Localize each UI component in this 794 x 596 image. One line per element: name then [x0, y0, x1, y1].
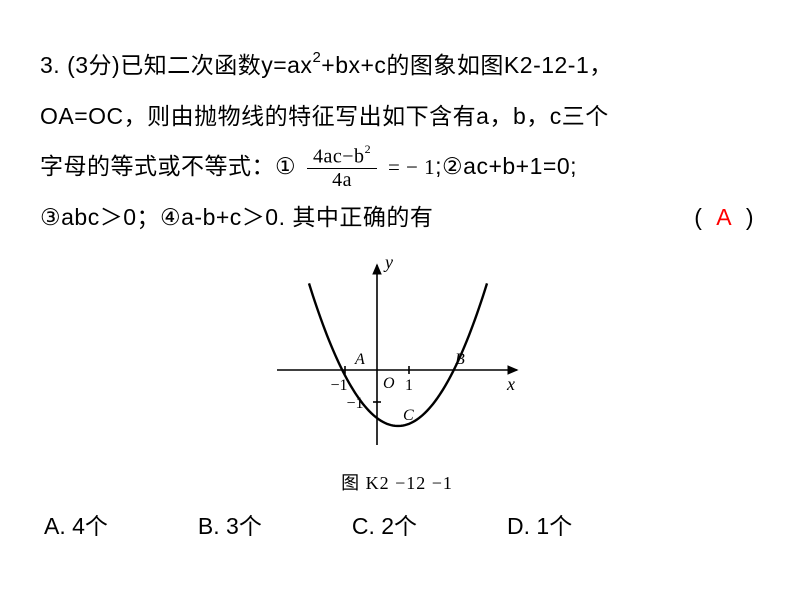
item-3-label: ③ — [40, 192, 61, 243]
q-sup-1: 2 — [312, 49, 321, 66]
question-line-2: OA=OC，则由抛物线的特征写出如下含有a，b，c三个 — [40, 91, 754, 142]
fraction-rhs: = − 1 — [388, 155, 435, 179]
svg-text:A: A — [354, 351, 365, 368]
question-line-3: 字母的等式或不等式：① 4ac−b2 4a = − 1;②ac+b+1=0; — [40, 141, 754, 192]
item-2-text: ac+b+1=0; — [463, 153, 577, 179]
item-2-label: ② — [442, 141, 463, 192]
answer-options: A. 4个 B. 3个 C. 2个 D. 1个 — [40, 507, 754, 541]
q-points: (3分) — [67, 52, 120, 78]
question-line-1: 3. (3分)已知二次函数y=ax2+bx+c的图象如图K2-12-1， — [40, 40, 754, 91]
svg-text:O: O — [383, 375, 395, 392]
svg-text:−1: −1 — [330, 377, 347, 394]
option-b: B. 3个 — [198, 507, 262, 541]
answer-letter: A — [716, 204, 732, 230]
item-3-text: abc＞0； — [61, 204, 160, 230]
paren-open: ( — [694, 204, 702, 230]
q-line3-prefix: 字母的等式或不等式： — [40, 153, 275, 179]
fraction-num-sup: 2 — [365, 142, 372, 156]
fraction-den: 4a — [307, 169, 377, 191]
question-line-4: ③abc＞0；④a-b+c＞0. 其中正确的有 ( A ) — [40, 192, 754, 243]
svg-text:y: y — [383, 252, 393, 272]
svg-text:−1: −1 — [346, 395, 363, 412]
item-1-label: ① — [275, 141, 296, 192]
q-stem-1: 已知二次函数y=ax — [120, 52, 312, 78]
q-line2: OA=OC，则由抛物线的特征写出如下含有a，b，c三个 — [40, 103, 609, 129]
fraction-num-base: 4ac−b — [313, 146, 365, 168]
item-4-text: a-b+c＞0. 其中正确的有 — [181, 204, 433, 230]
fraction-num: 4ac−b2 — [307, 145, 377, 169]
parabola-figure: y x O −1 1 −1 A B C — [267, 250, 527, 460]
paren-close: ) — [746, 204, 754, 230]
fraction: 4ac−b2 4a — [307, 145, 377, 191]
option-c: C. 2个 — [352, 507, 417, 541]
svg-text:C: C — [403, 407, 414, 424]
option-a: A. 4个 — [44, 507, 108, 541]
svg-text:1: 1 — [405, 377, 413, 394]
option-d: D. 1个 — [507, 507, 572, 541]
item-4-label: ④ — [160, 192, 181, 243]
svg-text:B: B — [455, 351, 465, 368]
figure-caption: 图 K2 −12 −1 — [40, 469, 754, 495]
svg-text:x: x — [506, 374, 515, 394]
q-number: 3. — [40, 52, 60, 78]
figure-container: y x O −1 1 −1 A B C 图 K2 −12 −1 — [40, 250, 754, 495]
q-stem-2: +bx+c的图象如图K2-12-1， — [321, 52, 612, 78]
item-1-tail: ; — [435, 153, 442, 179]
